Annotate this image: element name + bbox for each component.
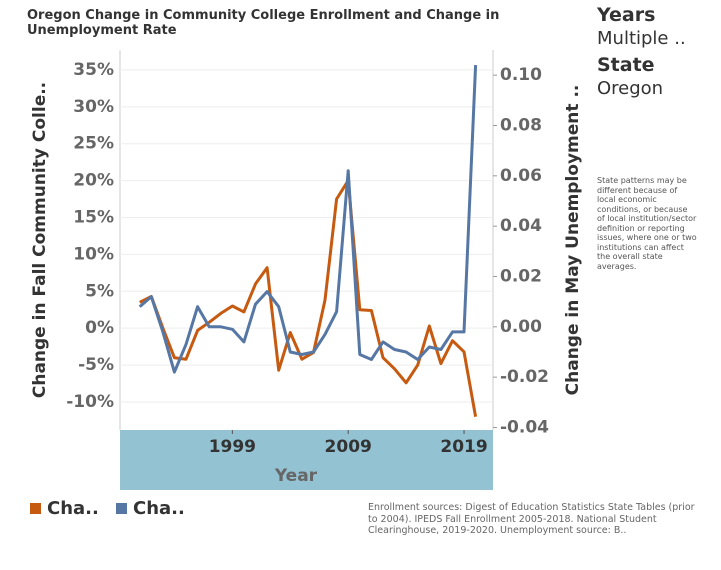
x-tick-label: 2019 xyxy=(440,437,487,457)
series-line xyxy=(139,179,478,417)
y-tick-label: 20% xyxy=(73,171,114,191)
note: State patterns may be different because … xyxy=(597,176,697,271)
y-tick-label: -10% xyxy=(66,392,114,412)
y-tick-label: 5% xyxy=(85,281,114,301)
chart-title: Oregon Change in Community College Enrol… xyxy=(27,8,500,38)
x-tick-label: 1999 xyxy=(209,437,256,457)
y-tick-label: 35% xyxy=(73,60,114,80)
y2-tick-label: 0.08 xyxy=(500,115,542,135)
series-line xyxy=(138,65,478,374)
y2-tick-label: 0.00 xyxy=(500,317,542,337)
filter-value: Oregon xyxy=(597,78,664,99)
legend-label: Cha.. xyxy=(47,498,99,519)
legend-item: Cha.. xyxy=(116,498,185,519)
filter-label: State xyxy=(597,54,655,76)
y2-tick-label: -0.04 xyxy=(500,417,549,437)
x-axis-title: Year xyxy=(274,466,318,486)
y2-tick-label: 0.06 xyxy=(500,166,542,186)
legend-label: Cha.. xyxy=(133,498,185,519)
x-axis-band xyxy=(120,430,493,490)
y2-tick-label: 0.04 xyxy=(500,216,542,236)
y2-axis-title: Change in May Unemployment .. xyxy=(563,85,583,396)
y-tick-label: 0% xyxy=(85,318,114,338)
y-tick-label: 30% xyxy=(73,97,114,117)
x-tick-label: 2009 xyxy=(325,437,372,457)
filter-label: Years xyxy=(597,4,656,26)
y-tick-label: 15% xyxy=(73,207,114,227)
y-axis-title: Change in Fall Community Colle.. xyxy=(30,82,50,398)
legend-swatch xyxy=(116,503,127,514)
filter-value: Multiple .. xyxy=(597,28,686,49)
y2-tick-label: 0.02 xyxy=(500,266,542,286)
y-tick-label: -5% xyxy=(78,355,114,375)
y2-tick-label: 0.10 xyxy=(500,65,542,85)
y-tick-label: 25% xyxy=(73,134,114,154)
source: Enrollment sources: Digest of Education … xyxy=(368,502,695,536)
y2-tick-label: -0.02 xyxy=(500,367,549,387)
legend-swatch xyxy=(30,503,41,514)
y-tick-label: 10% xyxy=(73,244,114,264)
legend-item: Cha.. xyxy=(30,498,99,519)
